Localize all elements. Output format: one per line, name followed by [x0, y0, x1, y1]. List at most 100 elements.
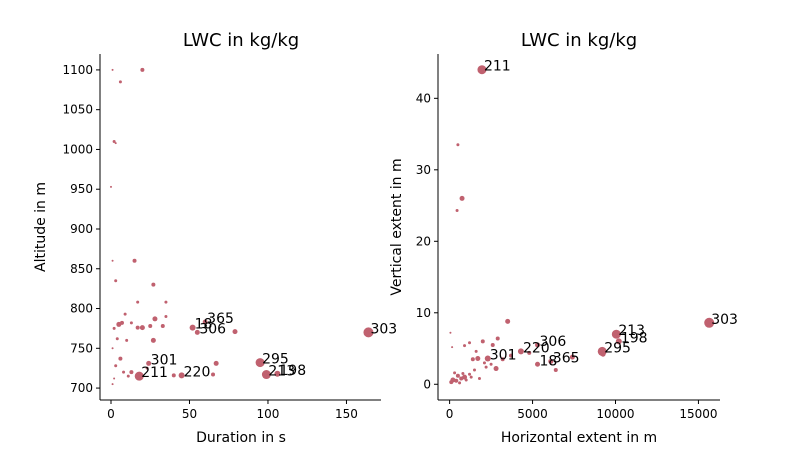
right-scatter-point	[453, 371, 457, 375]
left-point-label: 306	[199, 321, 226, 337]
right-scatter-point	[535, 361, 541, 367]
right-point-label: 18	[540, 353, 558, 369]
left-scatter-panel: LWC in kg/kg Duration in s Altitude in m…	[33, 30, 397, 446]
right-y-tick-label: 30	[416, 163, 431, 177]
right-scatter-point	[451, 346, 454, 349]
left-scatter-point	[189, 324, 196, 331]
right-point-label: 306	[540, 334, 567, 350]
left-point-label: 365	[207, 311, 234, 327]
left-scatter-point	[115, 337, 119, 341]
left-scatter-point	[232, 329, 238, 335]
right-scatter-point	[484, 355, 491, 362]
right-scatter-point	[569, 354, 575, 360]
left-scatter-point	[151, 282, 156, 287]
right-scatter-point	[489, 362, 493, 366]
left-y-tick-label: 850	[70, 262, 93, 276]
right-point-label: 211	[484, 59, 511, 75]
right-scatter-point	[474, 349, 478, 353]
left-y-tick-label: 750	[70, 341, 93, 355]
right-scatter-point	[469, 375, 473, 379]
left-scatter-point	[261, 370, 271, 380]
left-scatter-point	[146, 360, 152, 366]
left-scatter-point	[211, 372, 216, 377]
right-x-tick-label: 15000	[679, 407, 717, 421]
left-scatter-point	[111, 259, 114, 262]
right-scatter-point	[464, 378, 468, 382]
left-x-tick-label: 100	[257, 407, 280, 421]
right-scatter-point	[463, 344, 467, 348]
right-scatter-point	[470, 357, 475, 362]
right-scatter-point	[527, 350, 532, 355]
right-y-tick-label: 10	[416, 306, 431, 320]
right-scatter-point	[611, 329, 621, 339]
right-point-label: 301	[490, 348, 517, 364]
left-scatter-point	[132, 258, 137, 263]
left-scatter-point	[164, 314, 168, 318]
right-point-label: 365	[553, 350, 580, 366]
right-point-label: 213	[618, 323, 645, 339]
left-scatter-point	[134, 371, 144, 381]
left-scatter-point	[111, 347, 114, 350]
left-scatter-point	[118, 356, 123, 361]
left-y-tick-label: 800	[70, 302, 93, 316]
right-scatter-point	[553, 367, 558, 372]
right-scatter-panel: LWC in kg/kg Horizontal extent in m Vert…	[389, 30, 738, 446]
right-scatter-point	[704, 317, 715, 328]
left-scatter-point	[139, 325, 145, 331]
right-point-label: 198	[621, 330, 648, 346]
left-y-tick-label: 900	[70, 222, 93, 236]
right-scatter-point	[477, 377, 481, 381]
right-scatter-point	[482, 361, 486, 365]
right-scatter-point	[477, 65, 487, 75]
right-x-axis-title: Horizontal extent in m	[501, 430, 657, 446]
left-scatter-point	[194, 329, 200, 335]
right-point-label: 303	[711, 312, 738, 328]
right-y-tick-label: 20	[416, 234, 431, 248]
left-scatter-point	[274, 370, 281, 377]
right-scatter-point	[462, 374, 468, 380]
right-x-tick-label: 5000	[517, 407, 548, 421]
right-point-label: 220	[523, 340, 550, 356]
left-scatter-point	[140, 67, 145, 72]
left-scatter-point	[129, 321, 133, 325]
right-scatter-point	[472, 368, 476, 372]
right-scatter-point	[548, 358, 554, 364]
right-scatter-point	[600, 351, 606, 357]
left-scatter-point	[160, 324, 165, 329]
right-y-axis-title: Vertical extent in m	[389, 158, 405, 295]
right-scatter-point	[484, 365, 488, 369]
right-scatter-point	[475, 356, 481, 362]
left-scatter-point	[111, 68, 114, 71]
right-scatter-point	[459, 195, 465, 201]
left-y-tick-label: 950	[70, 182, 93, 196]
left-point-label: 211	[141, 365, 168, 381]
left-scatter-point	[114, 142, 117, 145]
left-x-tick-label: 150	[335, 407, 358, 421]
left-scatter-point	[129, 370, 134, 375]
left-scatter-point	[255, 358, 265, 368]
right-panel-title: LWC in kg/kg	[521, 30, 637, 51]
right-scatter-point	[459, 376, 464, 381]
left-scatter-point	[113, 377, 116, 380]
right-scatter-point	[461, 372, 465, 376]
right-scatter-point	[535, 342, 541, 348]
left-scatter-point	[123, 312, 127, 316]
left-scatter-point	[148, 324, 153, 329]
left-scatter-point	[145, 366, 149, 370]
right-scatter-point	[493, 366, 499, 372]
right-scatter-point	[456, 143, 460, 147]
left-scatter-point	[363, 327, 374, 338]
left-scatter-point	[136, 300, 140, 304]
right-point-label: 295	[604, 340, 631, 356]
right-y-tick-label: 0	[423, 377, 431, 391]
right-scatter-point	[455, 373, 460, 378]
right-scatter-point	[505, 318, 511, 324]
right-scatter-point	[500, 357, 505, 362]
left-x-tick-label: 0	[107, 407, 115, 421]
left-scatter-point	[109, 185, 112, 188]
left-scatter-point	[118, 80, 122, 84]
left-scatter-point	[112, 139, 116, 143]
right-scatter-point	[458, 381, 462, 385]
